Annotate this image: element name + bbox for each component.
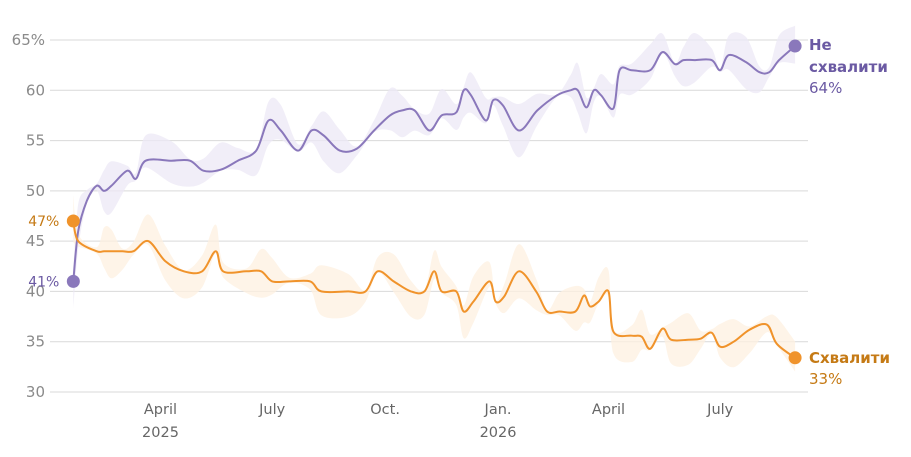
uncertainty-band xyxy=(73,195,796,372)
start-value-label: 47% xyxy=(28,214,59,230)
end-point xyxy=(788,39,802,53)
start-value-label: 41% xyxy=(28,274,59,290)
start-point xyxy=(66,214,80,228)
y-tick-label: 40 xyxy=(26,282,45,300)
x-tick-label: Oct. xyxy=(370,402,400,418)
x-tick-year: 2025 xyxy=(142,425,179,441)
x-tick-label: April xyxy=(592,402,625,418)
y-tick-label: 65% xyxy=(12,31,45,49)
series-name: Не xyxy=(809,36,832,54)
x-tick-label: April xyxy=(144,402,177,418)
y-tick-label: 50 xyxy=(26,182,45,200)
y-tick-label: 60 xyxy=(26,81,45,99)
series-labels: 41% Не схвалити 64% 47% Схвалити 33% xyxy=(28,36,890,388)
uncertainty-band xyxy=(73,25,796,309)
uncertainty-bands xyxy=(73,25,796,372)
x-axis-ticks: April 2025 July Oct. Jan. 2026 April July xyxy=(142,402,734,441)
x-tick-label: Jan. xyxy=(484,402,512,418)
y-tick-label: 55 xyxy=(26,132,45,150)
y-tick-label: 35 xyxy=(26,333,45,351)
series-lines xyxy=(72,45,796,359)
end-value-label: 64% xyxy=(809,79,842,97)
series-line xyxy=(72,45,796,282)
series-line xyxy=(72,220,796,359)
x-tick-label: July xyxy=(706,402,733,418)
x-tick-label: July xyxy=(258,402,285,418)
end-point xyxy=(788,351,802,365)
y-axis-ticks: 65% 60 55 50 45 40 35 30 xyxy=(12,31,45,401)
series-name: Схвалити xyxy=(809,349,890,367)
start-point xyxy=(66,274,80,288)
y-tick-label: 45 xyxy=(26,232,45,250)
end-value-label: 33% xyxy=(809,370,842,388)
x-tick-year: 2026 xyxy=(480,425,517,441)
series-name: схвалити xyxy=(809,58,888,76)
y-tick-label: 30 xyxy=(26,383,45,401)
